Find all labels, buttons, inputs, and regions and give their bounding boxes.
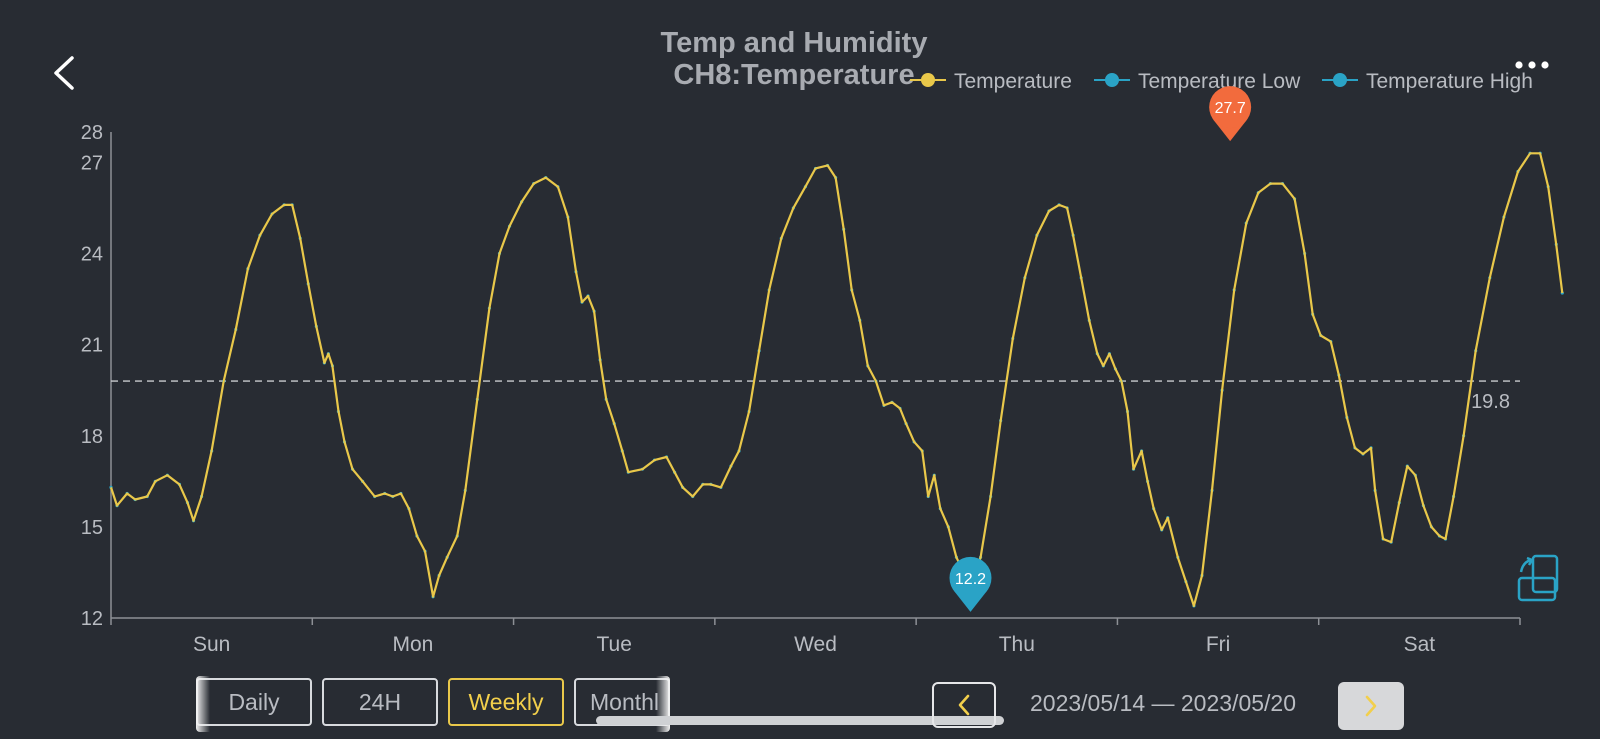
back-button[interactable] <box>46 50 86 96</box>
tab-daily[interactable]: Daily <box>196 678 312 726</box>
legend-dot-icon <box>921 73 935 87</box>
legend-label: Temperature High <box>1366 70 1533 93</box>
next-week-button[interactable] <box>1338 682 1404 730</box>
y-tick-label: 28 <box>81 122 103 144</box>
y-tick-label: 21 <box>81 335 103 357</box>
tab-24h[interactable]: 24H <box>322 678 438 726</box>
legend-item[interactable]: Temperature Low <box>1094 70 1301 93</box>
legend: Temperature Temperature Low Temperature Hi… <box>910 70 1533 93</box>
more-horizontal-icon <box>1515 61 1549 69</box>
y-tick-label: 12 <box>81 608 103 630</box>
horizontal-scrollbar[interactable] <box>596 716 1004 725</box>
tab-weekly[interactable]: Weekly <box>448 678 564 726</box>
legend-label: Temperature Low <box>1138 70 1301 93</box>
y-tick-label: 27 <box>81 152 103 174</box>
chevron-left-icon <box>958 694 970 716</box>
y-tick-label: 24 <box>81 244 103 266</box>
min-marker-label: 12.2 <box>955 571 986 588</box>
legend-dot-icon <box>1333 73 1347 87</box>
previous-week-button[interactable] <box>932 682 996 728</box>
legend-item[interactable]: Temperature <box>910 70 1072 93</box>
x-tick-label: Sat <box>1404 633 1436 656</box>
chevron-right-icon <box>1365 695 1377 717</box>
chart-title: Temp and Humidity <box>661 27 928 59</box>
x-tick-label: Thu <box>999 633 1035 656</box>
rotate-screen-icon <box>1517 554 1559 602</box>
legend-dot-icon <box>1105 73 1119 87</box>
date-range-label: 2023/05/14 — 2023/05/20 <box>1030 690 1297 716</box>
chevron-left-icon <box>54 56 74 90</box>
y-tick-label: 15 <box>81 517 103 539</box>
x-tick-label: Sun <box>193 633 230 656</box>
more-options-button[interactable] <box>1512 52 1552 78</box>
series-line-temperature <box>109 152 1564 608</box>
rotate-screen-button[interactable] <box>1515 552 1567 604</box>
legend-item[interactable]: Temperature High <box>1322 70 1533 93</box>
x-tick-label: Mon <box>392 633 433 656</box>
chart-subtitle: CH8:Temperature <box>673 59 914 91</box>
y-tick-label: 18 <box>81 426 103 448</box>
max-marker: 27.7 <box>1209 86 1252 142</box>
x-tick-label: Wed <box>794 633 837 656</box>
average-line-label: 19.8 <box>1471 391 1510 413</box>
legend-label: Temperature <box>954 70 1072 93</box>
min-marker: 12.2 <box>949 556 992 612</box>
x-tick-label: Fri <box>1206 633 1231 656</box>
max-marker-label: 27.7 <box>1215 100 1246 117</box>
x-tick-label: Tue <box>597 633 632 656</box>
